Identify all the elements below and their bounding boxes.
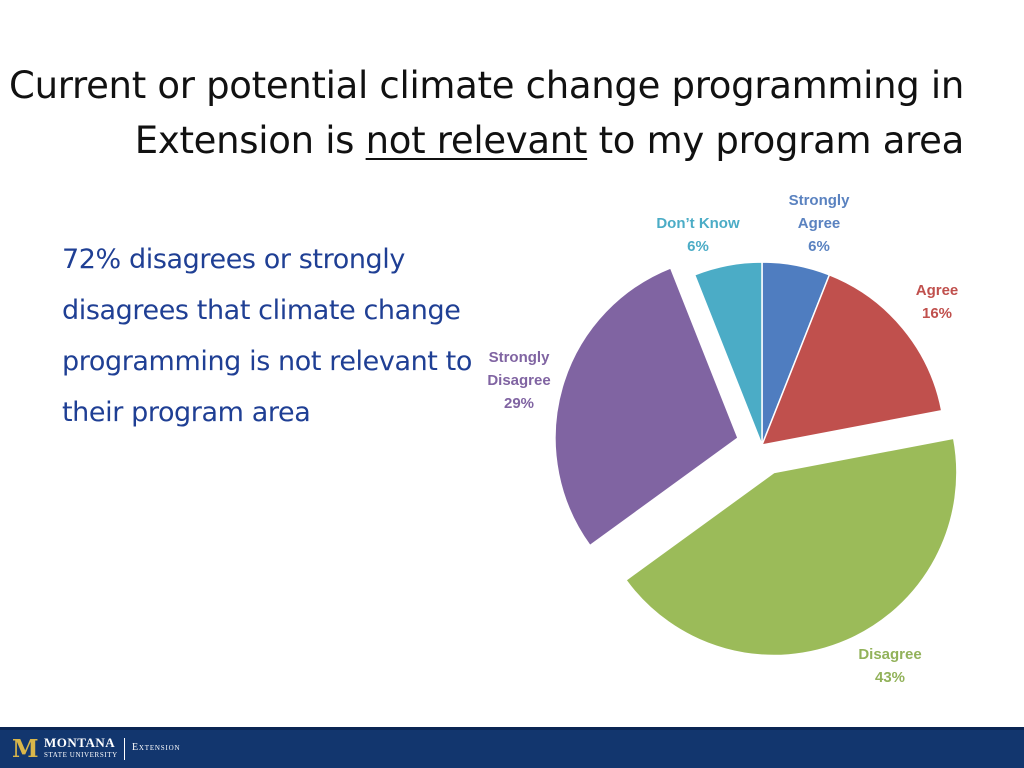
slide-title: Current or potential climate change prog… — [0, 58, 964, 168]
msu-logo-icon: M — [12, 734, 39, 763]
title-line-2: Extension is not relevant to my program … — [0, 113, 965, 168]
pie-slice-agree — [760, 273, 943, 446]
footer-divider — [124, 738, 125, 760]
summary-text: 72% disagrees or strongly disagrees that… — [62, 244, 472, 428]
footer-bar: M MONTANA STATE UNIVERSITY Extension — [0, 727, 1024, 768]
university-subname: STATE UNIVERSITY — [44, 751, 118, 759]
title-line-1: Current or potential climate change prog… — [9, 64, 964, 107]
university-wordmark: MONTANA STATE UNIVERSITY — [44, 736, 118, 760]
pie-slice-strongly-disagree — [554, 266, 739, 547]
pie-chart: Strongly Agree 6% Agree 16% Disagree 43% Strong… — [487, 192, 959, 686]
title-line-2-start: Extension is — [134, 119, 366, 162]
title-emphasis: not relevant — [365, 119, 588, 162]
title-line-2-end: to my program area — [587, 119, 965, 162]
data-label-strongly-disagree: Strongly Disagree 29% — [487, 349, 550, 412]
data-label-strongly-agree: Strongly Agree 6% — [789, 192, 850, 255]
pie-slice-disagree — [624, 437, 958, 657]
pie-slice-don-t-know — [693, 261, 763, 446]
extension-label: Extension — [132, 742, 181, 753]
data-label-disagree: Disagree 43% — [858, 646, 921, 686]
university-name: MONTANA — [44, 735, 116, 750]
data-label-don-t-know: Don’t Know 6% — [656, 215, 740, 255]
data-label-agree: Agree 16% — [916, 282, 959, 322]
